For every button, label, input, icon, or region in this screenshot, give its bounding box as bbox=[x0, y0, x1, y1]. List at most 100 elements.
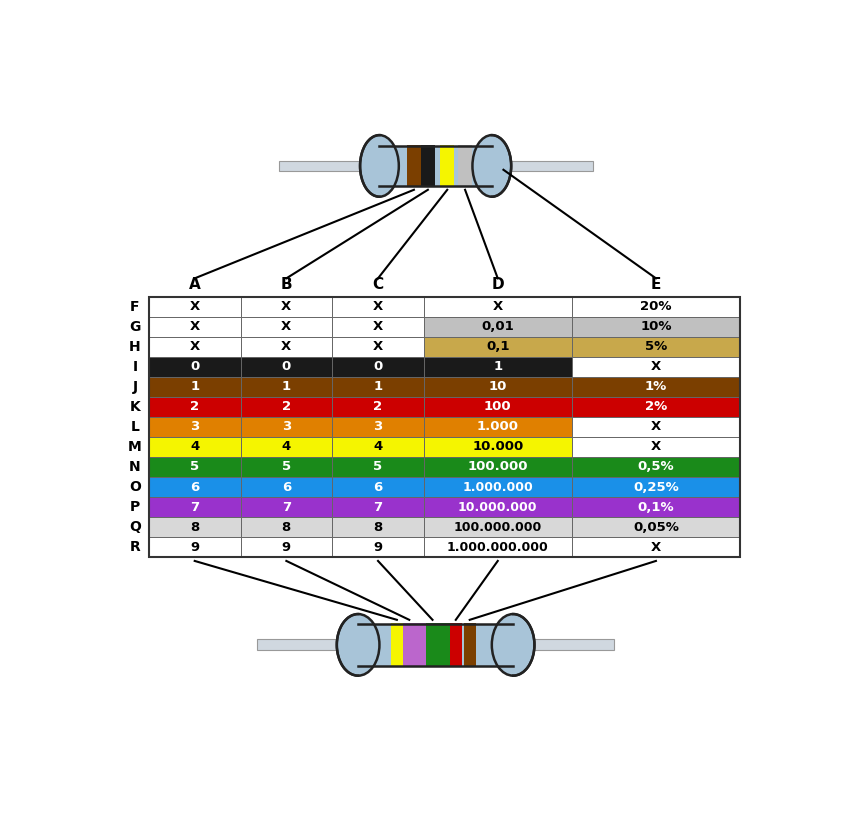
Bar bbox=[149, 537, 241, 557]
Text: D: D bbox=[491, 277, 504, 292]
Text: 9: 9 bbox=[373, 541, 382, 554]
Bar bbox=[424, 517, 572, 537]
Text: 4: 4 bbox=[281, 440, 291, 453]
Text: 0,1: 0,1 bbox=[486, 340, 509, 353]
Bar bbox=[332, 417, 424, 437]
Text: 5: 5 bbox=[373, 461, 382, 474]
Text: 7: 7 bbox=[190, 501, 199, 514]
Ellipse shape bbox=[473, 135, 511, 196]
Text: 6: 6 bbox=[190, 480, 200, 493]
Bar bbox=[241, 537, 332, 557]
Bar bbox=[424, 477, 572, 497]
Text: X: X bbox=[493, 300, 503, 313]
Text: 1: 1 bbox=[282, 380, 291, 393]
Bar bbox=[241, 437, 332, 457]
Text: 1: 1 bbox=[373, 380, 382, 393]
Text: 8: 8 bbox=[373, 520, 382, 533]
Bar bbox=[241, 417, 332, 437]
Bar bbox=[149, 477, 241, 497]
Text: X: X bbox=[373, 300, 383, 313]
Bar bbox=[572, 337, 740, 357]
Text: 1%: 1% bbox=[645, 380, 667, 393]
Bar bbox=[149, 457, 241, 477]
Bar bbox=[149, 297, 740, 557]
Text: 10.000.000: 10.000.000 bbox=[458, 501, 537, 514]
Bar bbox=[241, 457, 332, 477]
Bar bbox=[149, 437, 241, 457]
Bar bbox=[149, 337, 241, 357]
Bar bbox=[241, 397, 332, 417]
Bar bbox=[450, 623, 462, 667]
Bar bbox=[149, 517, 241, 537]
Bar bbox=[332, 317, 424, 337]
Bar bbox=[427, 623, 439, 667]
Text: 5: 5 bbox=[282, 461, 291, 474]
Bar bbox=[379, 146, 492, 186]
Bar bbox=[440, 145, 454, 187]
Bar bbox=[572, 357, 740, 377]
Text: 3: 3 bbox=[190, 420, 200, 434]
Text: 4: 4 bbox=[373, 440, 382, 453]
Text: X: X bbox=[190, 300, 200, 313]
Bar bbox=[421, 145, 435, 187]
Text: 7: 7 bbox=[373, 501, 382, 514]
Bar bbox=[149, 357, 241, 377]
Text: 8: 8 bbox=[190, 520, 200, 533]
Text: 100: 100 bbox=[484, 401, 512, 413]
Bar bbox=[332, 377, 424, 397]
Bar bbox=[241, 377, 332, 397]
Text: L: L bbox=[131, 420, 139, 434]
Bar bbox=[332, 457, 424, 477]
Bar bbox=[241, 517, 332, 537]
Bar bbox=[458, 145, 472, 187]
Bar bbox=[572, 317, 740, 337]
Bar bbox=[241, 297, 332, 317]
Text: 1.000.000.000: 1.000.000.000 bbox=[447, 541, 548, 554]
Bar bbox=[332, 337, 424, 357]
Text: 1.000.000: 1.000.000 bbox=[462, 480, 533, 493]
Text: 0: 0 bbox=[281, 361, 291, 373]
Text: 6: 6 bbox=[281, 480, 291, 493]
Text: 9: 9 bbox=[282, 541, 291, 554]
Bar bbox=[424, 377, 572, 397]
Bar bbox=[332, 517, 424, 537]
Bar bbox=[149, 377, 241, 397]
Bar bbox=[424, 437, 572, 457]
Text: 3: 3 bbox=[281, 420, 291, 434]
Text: X: X bbox=[373, 321, 383, 334]
Bar bbox=[572, 477, 740, 497]
Text: E: E bbox=[651, 277, 661, 292]
Text: 10%: 10% bbox=[640, 321, 672, 334]
Text: 5: 5 bbox=[190, 461, 199, 474]
Ellipse shape bbox=[360, 135, 399, 196]
Bar bbox=[332, 297, 424, 317]
Bar bbox=[424, 357, 572, 377]
Text: 0,01: 0,01 bbox=[481, 321, 514, 334]
Bar bbox=[149, 397, 241, 417]
Bar bbox=[572, 457, 740, 477]
Text: 20%: 20% bbox=[640, 300, 672, 313]
Bar bbox=[424, 397, 572, 417]
Text: H: H bbox=[129, 339, 141, 354]
Bar bbox=[258, 640, 358, 650]
Bar bbox=[332, 477, 424, 497]
Bar bbox=[403, 623, 416, 667]
Bar bbox=[332, 437, 424, 457]
Bar bbox=[513, 640, 614, 650]
Ellipse shape bbox=[337, 614, 379, 676]
Text: X: X bbox=[281, 340, 292, 353]
Bar bbox=[279, 160, 379, 171]
Text: G: G bbox=[129, 320, 140, 334]
Text: 0,5%: 0,5% bbox=[638, 461, 674, 474]
Text: O: O bbox=[129, 480, 141, 494]
Text: 2%: 2% bbox=[645, 401, 667, 413]
Text: K: K bbox=[129, 400, 140, 414]
Bar bbox=[149, 497, 241, 517]
Bar bbox=[332, 537, 424, 557]
Bar bbox=[241, 337, 332, 357]
Bar bbox=[414, 623, 427, 667]
Text: N: N bbox=[129, 460, 141, 474]
Text: X: X bbox=[281, 300, 292, 313]
Text: B: B bbox=[280, 277, 292, 292]
Text: X: X bbox=[651, 361, 661, 373]
